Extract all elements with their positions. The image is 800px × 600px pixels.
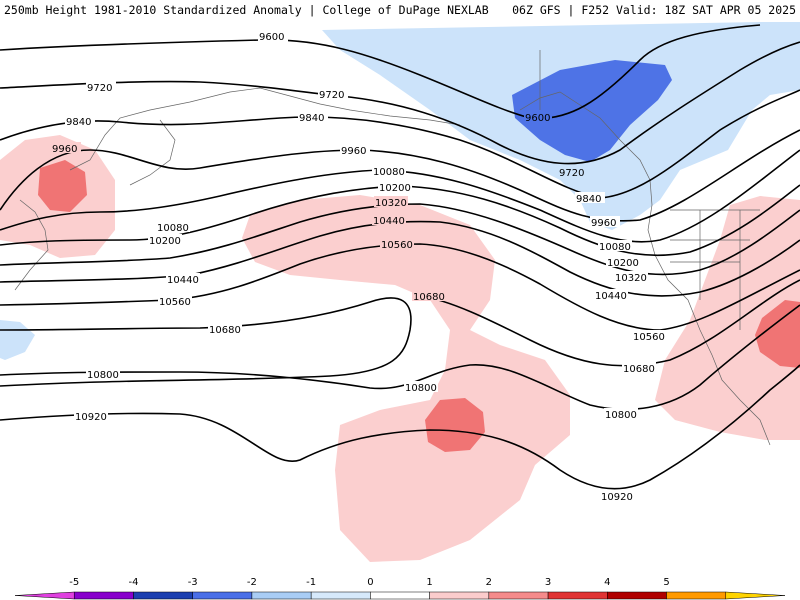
contour-9720 [0, 41, 800, 165]
colorbar-tick-label: 0 [367, 577, 373, 588]
strong-positive-anomaly-hawaii [425, 398, 485, 452]
colorbar-tick-label: 3 [545, 577, 551, 588]
contour-label: 9960 [341, 146, 366, 157]
contour-label: 10800 [87, 370, 119, 381]
colorbar-tick-label: -4 [128, 577, 138, 588]
contour-label: 9720 [87, 83, 112, 94]
contour-label: 10080 [157, 223, 189, 234]
contour-9840 [0, 89, 800, 199]
map-title: 250mb Height 1981-2010 Standardized Anom… [4, 3, 489, 17]
colorbar-tick-label: -3 [188, 577, 198, 588]
colorbar-swatch [429, 591, 490, 600]
contour-label: 10560 [381, 240, 413, 251]
positive-anomaly-east [655, 196, 800, 440]
contour-10920 [0, 364, 800, 490]
contour-label: 9720 [319, 90, 344, 101]
contour-label: 10920 [601, 492, 633, 503]
contour-10320 [0, 203, 800, 276]
contour-label: 10320 [615, 273, 647, 284]
contour-label: 9840 [66, 117, 91, 128]
contour-label: 10560 [159, 297, 191, 308]
colorbar-swatch [133, 591, 193, 600]
colorbar-swatch [547, 591, 608, 600]
contour-label: 9840 [576, 194, 601, 205]
contour-label: 10200 [379, 183, 411, 194]
contour-labels: 9600 9600 9720 9720 9720 9840 9840 9840 … [51, 31, 666, 503]
colorbar-swatch [488, 591, 549, 600]
contour-label: 10680 [209, 325, 241, 336]
contour-label: 9720 [559, 168, 584, 179]
colorbar-swatch [370, 591, 430, 600]
contour-label: 9960 [591, 218, 616, 229]
contour-label: 10200 [149, 236, 181, 247]
contour-label: 10320 [375, 198, 407, 209]
colorbar: -5 -4 -3 -2 -1 0 1 2 3 4 5 [0, 575, 800, 600]
contour-label: 9840 [299, 113, 324, 124]
contour-9960 [0, 129, 800, 222]
contour-label: 10440 [595, 291, 627, 302]
contour-label: 9600 [525, 113, 550, 124]
coastlines [14, 50, 771, 446]
contour-label: 10080 [599, 242, 631, 253]
contour-label: 10800 [405, 383, 437, 394]
strong-positive-anomaly-east [755, 300, 800, 368]
colorbar-tick-label: 5 [663, 577, 669, 588]
contour-10680 [0, 297, 412, 387]
colorbar-swatch [192, 591, 253, 600]
header-bar [0, 0, 800, 20]
contour-label: 10920 [75, 412, 107, 423]
colorbar-tick-label: 4 [604, 577, 610, 588]
contour-10800 [0, 304, 800, 411]
anomaly-shading [0, 22, 800, 562]
contour-label: 10560 [633, 332, 665, 343]
colorbar-tick-label: -2 [247, 577, 257, 588]
colorbar-tick-label: 2 [486, 577, 492, 588]
colorbar-tick-label: 1 [426, 577, 432, 588]
contour-label: 10440 [373, 216, 405, 227]
contour-label: 10800 [605, 410, 637, 421]
contour-9600 [0, 24, 761, 120]
colorbar-tick-label: -1 [306, 577, 316, 588]
contour-label: 9960 [52, 144, 77, 155]
colorbar-tick-label: -5 [69, 577, 79, 588]
colorbar-swatch [607, 591, 667, 600]
colorbar-swatch [310, 591, 371, 600]
strong-positive-anomaly-west [38, 160, 87, 212]
contour-label: 10680 [623, 364, 655, 375]
positive-anomaly-central [242, 195, 570, 562]
colorbar-swatch [666, 591, 727, 600]
colorbar-swatch [725, 591, 786, 600]
colorbar-swatch [73, 591, 134, 600]
contour-label: 10200 [607, 258, 639, 269]
contour-label: 10440 [167, 275, 199, 286]
contour-label: 10080 [373, 167, 405, 178]
colorbar-swatches [14, 591, 786, 600]
model-run-info: 06Z GFS | F252 Valid: 18Z SAT APR 05 202… [512, 3, 796, 17]
strong-negative-anomaly-area [512, 60, 672, 162]
colorbar-ticks: -5 -4 -3 -2 -1 0 1 2 3 4 5 [69, 577, 669, 588]
colorbar-swatch [251, 591, 312, 600]
contour-10680-east [419, 279, 800, 367]
contour-label: 10680 [413, 292, 445, 303]
contour-label: 9600 [259, 32, 284, 43]
